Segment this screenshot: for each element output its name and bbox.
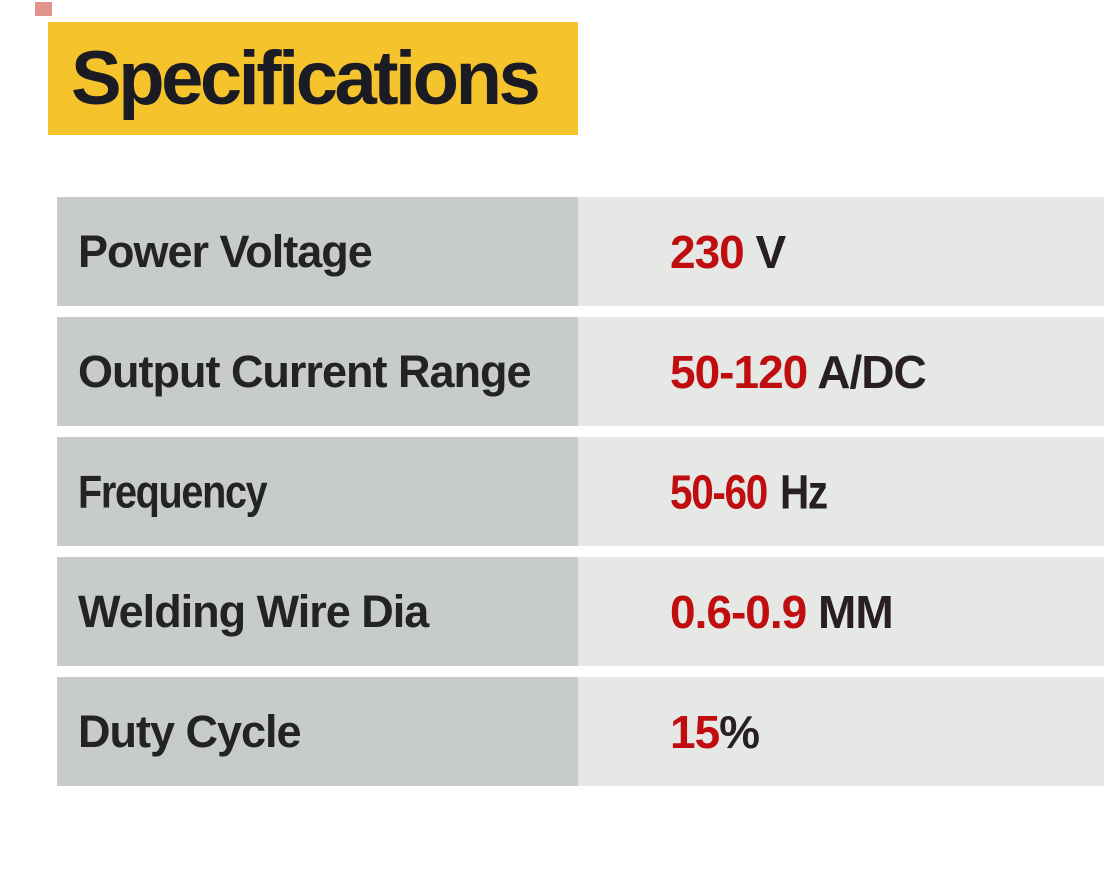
spec-label-cell: Power Voltage xyxy=(57,197,578,306)
spec-label-cell: Frequency xyxy=(57,437,578,546)
spec-value-unit: MM xyxy=(806,585,894,638)
corner-red-mark xyxy=(35,2,52,16)
spec-label-cell: Duty Cycle xyxy=(57,677,578,786)
spec-label-cell: Welding Wire Dia xyxy=(57,557,578,666)
spec-value-number: 50-120 xyxy=(670,345,808,398)
page-title: Specifications xyxy=(71,36,541,121)
spec-value-unit: V xyxy=(743,225,787,278)
table-row: Output Current Range 50-120 A/DC xyxy=(57,317,1104,426)
spec-value-unit: Hz xyxy=(780,464,828,519)
spec-label: Output Current Range xyxy=(78,345,531,397)
title-band: Specifications xyxy=(48,22,578,135)
spec-value-number: 50-60 xyxy=(670,464,768,519)
spec-value-cell: 50-60 Hz xyxy=(578,437,1104,546)
table-row: Duty Cycle 15% xyxy=(57,677,1104,786)
spec-value-cell: 0.6-0.9 MM xyxy=(578,557,1104,666)
spec-value-cell: 50-120 A/DC xyxy=(578,317,1104,426)
spec-value-unit: A/DC xyxy=(807,345,926,398)
table-row: Frequency 50-60 Hz xyxy=(57,437,1104,546)
table-row: Welding Wire Dia 0.6-0.9 MM xyxy=(57,557,1104,666)
spec-value-unit: % xyxy=(719,705,760,758)
spec-label: Welding Wire Dia xyxy=(78,585,429,637)
spec-value-cell: 230 V xyxy=(578,197,1104,306)
spec-label-cell: Output Current Range xyxy=(57,317,578,426)
spec-value-cell: 15% xyxy=(578,677,1104,786)
spec-label: Frequency xyxy=(78,464,268,518)
spec-value-number: 230 xyxy=(670,225,745,278)
spec-label: Duty Cycle xyxy=(78,705,302,757)
table-row: Power Voltage 230 V xyxy=(57,197,1104,306)
spec-label: Power Voltage xyxy=(78,225,373,277)
spec-value-number: 0.6-0.9 xyxy=(670,585,807,638)
specifications-table: Power Voltage 230 V Output Current Range… xyxy=(57,197,1104,797)
spec-value-number: 15 xyxy=(670,705,720,758)
